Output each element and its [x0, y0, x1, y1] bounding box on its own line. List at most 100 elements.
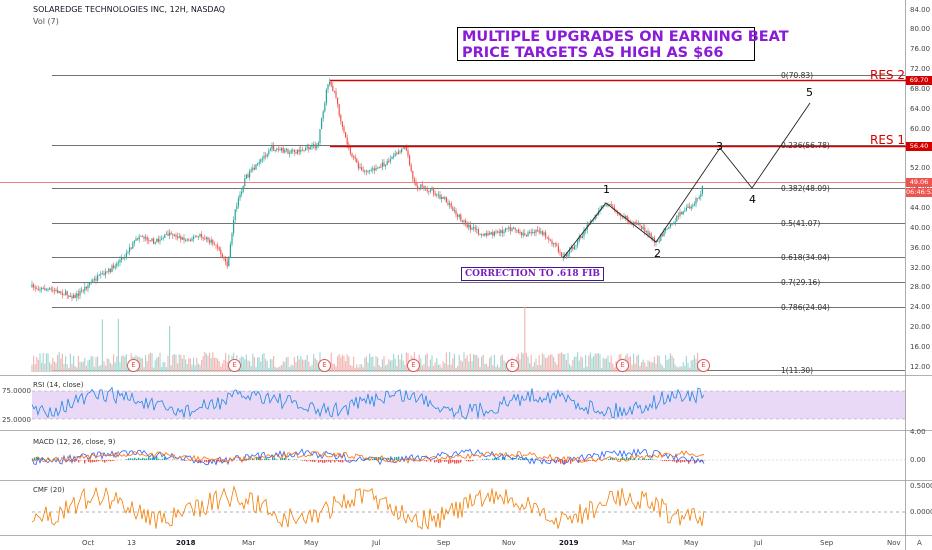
volume-bar [476, 355, 478, 372]
candle-body [330, 81, 332, 86]
candle-body [538, 230, 540, 233]
candle-body [399, 151, 401, 153]
res1-label[interactable]: RES 1 [870, 133, 905, 147]
volume-bar [575, 356, 577, 372]
volume-bar [346, 354, 348, 372]
candle-body [165, 233, 167, 235]
macd-hist-bar [132, 458, 134, 460]
macd-hist-bar [648, 458, 650, 460]
volume-bar [165, 367, 167, 372]
macd-hist-bar [326, 460, 328, 462]
elliott-wave-path[interactable] [562, 102, 811, 259]
volume-bar [399, 359, 401, 372]
res2-label[interactable]: RES 2 [870, 68, 905, 82]
candle-body [31, 284, 33, 287]
volume-bar [612, 363, 614, 372]
volume-bar [423, 363, 425, 372]
candle-body [409, 155, 411, 166]
candle-body [450, 203, 452, 208]
volume-bar [303, 360, 305, 372]
cmf-label[interactable]: CMF (20) [33, 486, 65, 494]
macd-hist-bar [266, 458, 268, 460]
candle-body [569, 248, 571, 254]
volume-bar [655, 363, 657, 372]
candle-body [397, 151, 399, 155]
candle-body [249, 170, 251, 178]
fib-retracement[interactable] [52, 75, 905, 371]
volume-bar [114, 362, 116, 372]
candle-body [209, 240, 211, 243]
candle-body [479, 234, 481, 236]
volume-bar [63, 364, 65, 372]
candle-body [47, 289, 49, 290]
candle-body [498, 231, 500, 233]
candle-body [156, 238, 158, 243]
candle-body [125, 252, 127, 258]
rsi-label[interactable]: RSI (14, close) [33, 381, 84, 389]
auto-scale-toggle[interactable]: A [917, 539, 922, 547]
volume-bar [564, 354, 566, 372]
price-tick-14: 28.00 [910, 283, 931, 292]
macd-hist-bar [620, 458, 622, 460]
candle-body [609, 204, 611, 205]
volume-bar [297, 355, 299, 372]
candle-body [148, 240, 150, 242]
volume-bar [389, 360, 391, 372]
volume-bar [44, 363, 46, 372]
macd-hist-bar [546, 460, 548, 462]
macd-hist-bar [128, 458, 130, 460]
volume-bar [100, 364, 102, 372]
macd-series [31, 448, 705, 466]
volume-bar [497, 364, 499, 372]
volume-bar [210, 358, 212, 372]
candle-body [36, 288, 38, 290]
volume-bar [97, 356, 99, 372]
volume-bar [77, 355, 79, 372]
volume-bar [73, 355, 75, 372]
volume-bar [31, 364, 33, 372]
candle-body [503, 231, 505, 234]
volume-bar [282, 361, 284, 372]
volume-bar [609, 362, 611, 372]
candle-body [457, 214, 459, 217]
volume-bar [42, 353, 44, 372]
volume-bar [266, 360, 268, 372]
candle-body [151, 238, 153, 241]
candle-body [617, 211, 619, 214]
macd-hist-bar [138, 457, 140, 460]
correction-box[interactable]: CORRECTION TO .618 FIB [461, 267, 605, 281]
candle-body [172, 234, 174, 236]
volume-bar [383, 356, 385, 372]
macd-hist-bar [630, 456, 632, 460]
volume-bar [213, 357, 215, 372]
candlesticks[interactable] [31, 78, 703, 302]
volume-bar [665, 355, 667, 372]
macd-hist-bar [210, 460, 212, 461]
headline-box[interactable]: MULTIPLE UPGRADES ON EARNING BEAT PRICE … [457, 27, 789, 61]
volume-bar [365, 356, 367, 372]
volume-bar [58, 352, 60, 372]
macd-hist-bar [542, 460, 544, 461]
candle-body [247, 174, 249, 178]
volume-bar [261, 354, 263, 372]
candle-body [460, 214, 462, 221]
volume-bar [332, 363, 334, 372]
candle-body [341, 121, 343, 127]
candle-body [228, 256, 230, 267]
candle-body [133, 240, 135, 243]
candle-body [633, 222, 635, 226]
volume-bar [285, 357, 287, 372]
macd-label[interactable]: MACD (12, 26, close, 9) [33, 438, 116, 446]
candle-body [365, 170, 367, 172]
candle-body [146, 237, 148, 241]
volume-bar [660, 363, 662, 372]
macd-hist-bar [530, 458, 532, 460]
candle-body [476, 229, 478, 231]
candle-body [508, 227, 510, 229]
candle-body [153, 238, 155, 244]
macd-hist-bar [338, 460, 340, 462]
macd-hist-bar [364, 458, 366, 460]
candle-body [273, 145, 275, 151]
candle-body [202, 237, 204, 239]
